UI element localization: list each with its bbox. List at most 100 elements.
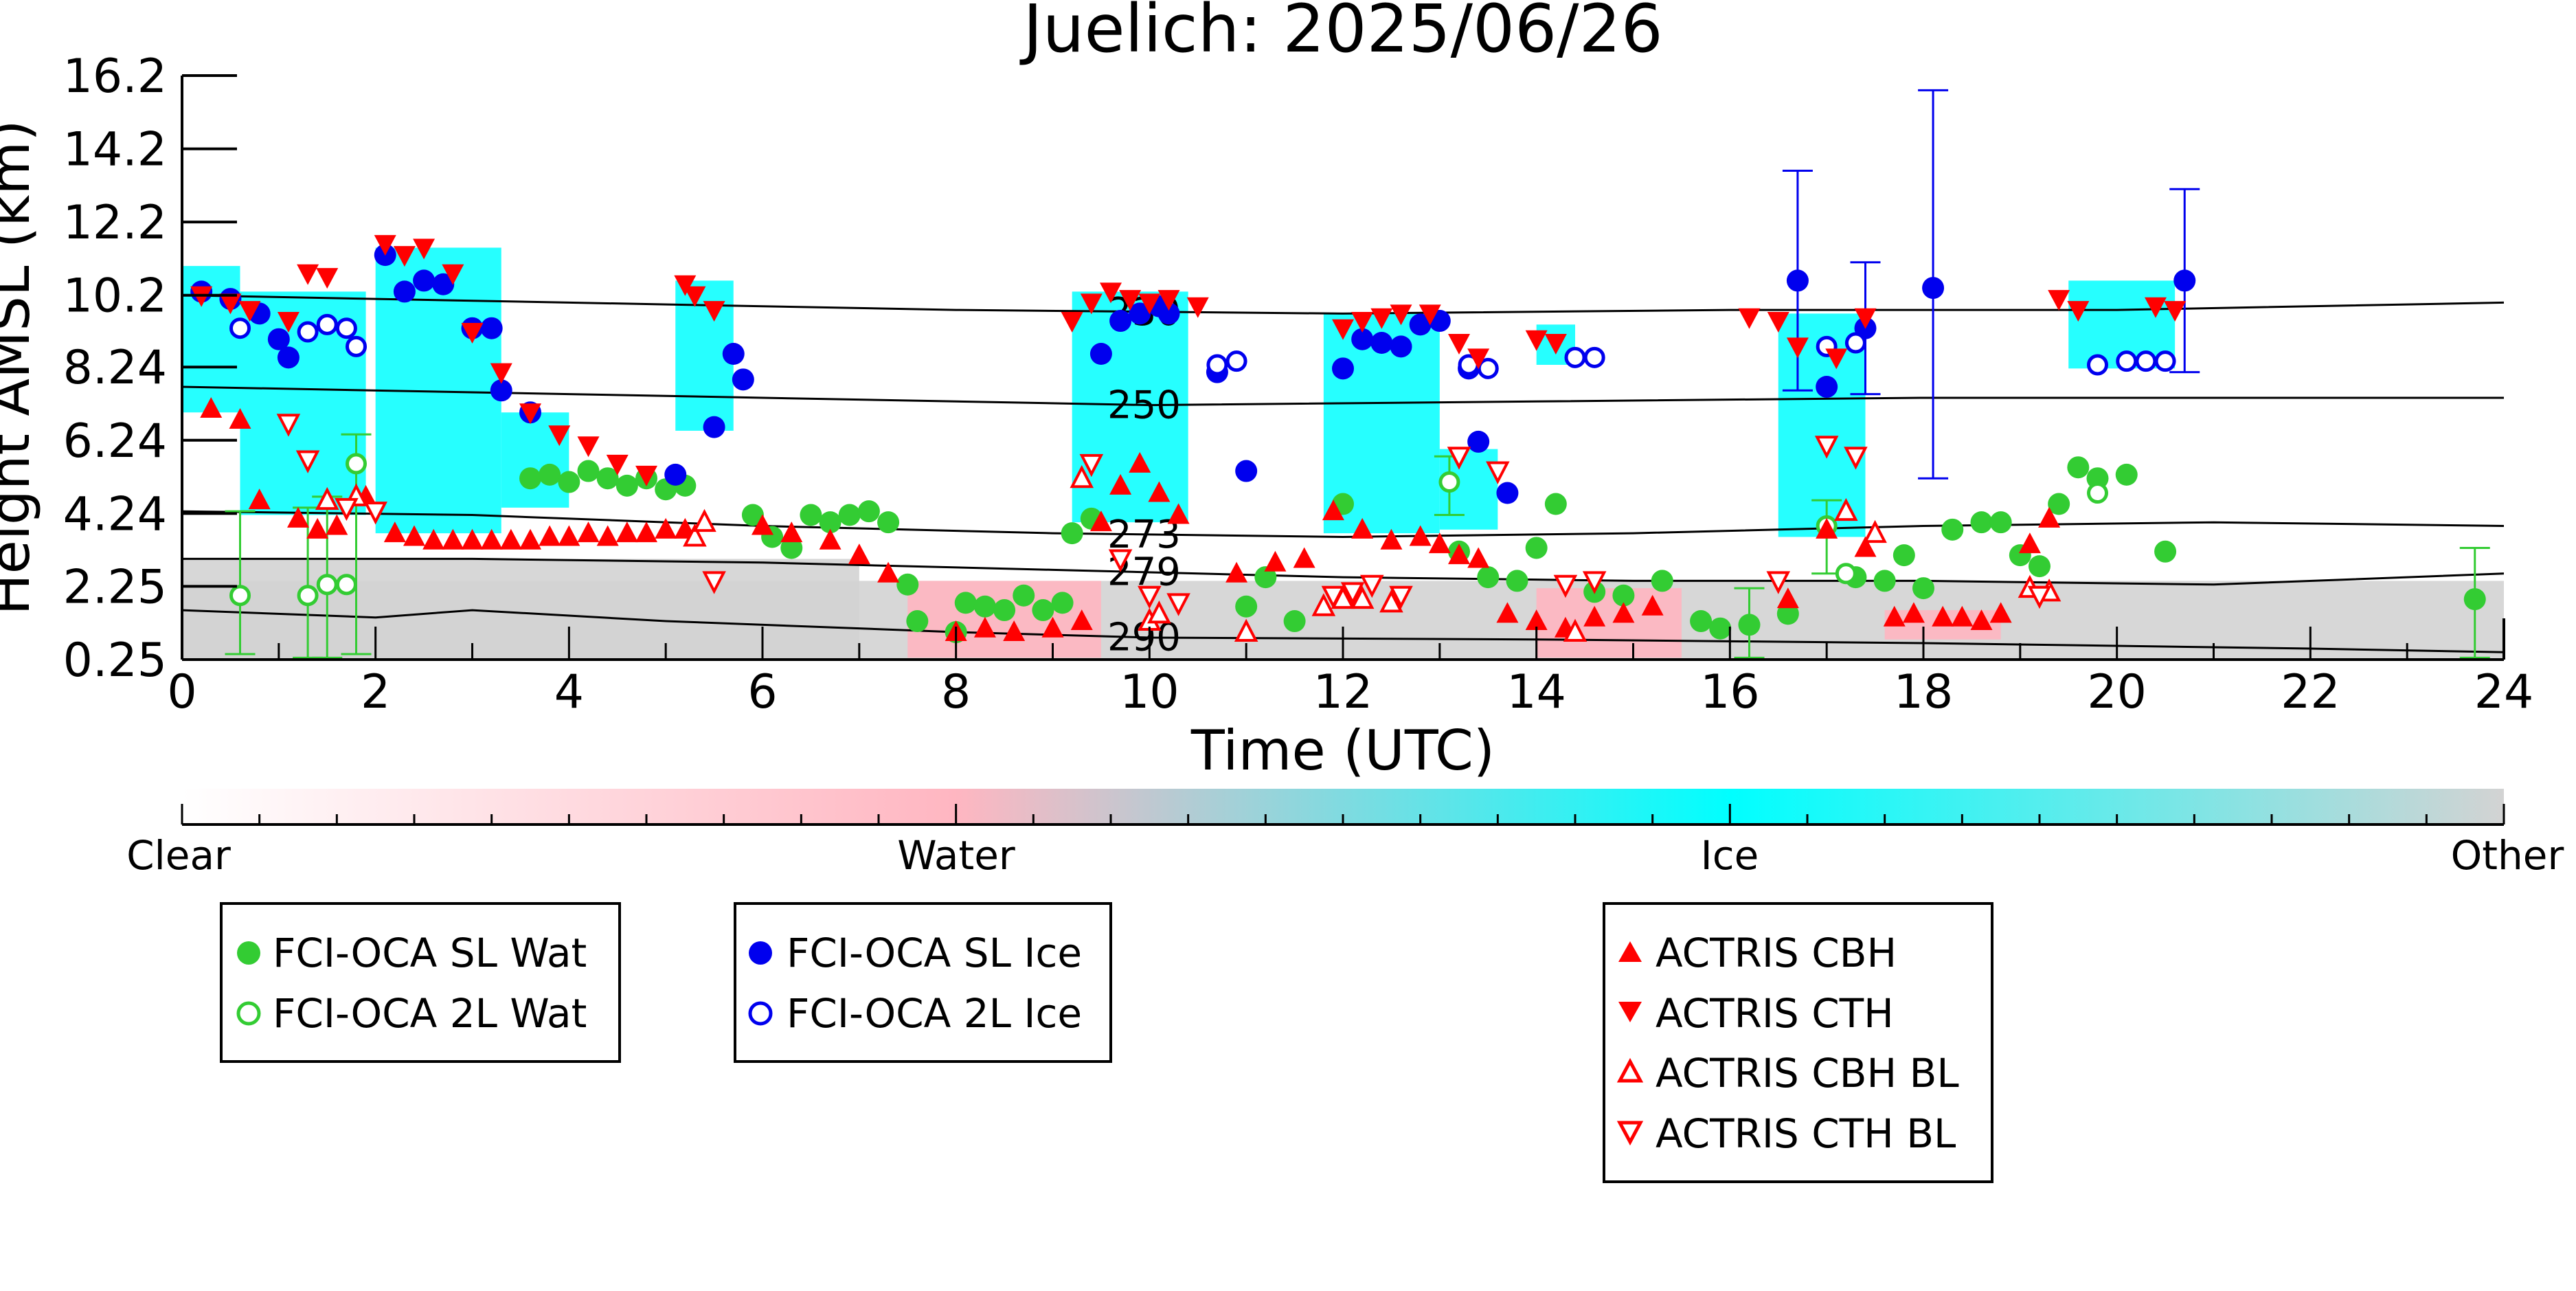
actris-cth-point xyxy=(674,275,697,296)
fci-oca-sl-ice-point xyxy=(480,317,503,339)
actris-cth-point xyxy=(442,264,464,285)
actris-cth-bl-point xyxy=(1340,582,1365,605)
fci-oca-sl-ice-point xyxy=(1129,302,1151,325)
y-tick-label: 16.2 xyxy=(63,49,167,104)
x-tick-label: 22 xyxy=(2281,665,2340,719)
actris-cbh-point xyxy=(480,528,503,550)
legend-marker-sl-ice xyxy=(749,941,772,965)
y-tick-label: 4.24 xyxy=(63,487,167,541)
actris-cth-point xyxy=(1390,304,1412,326)
actris-cth-point xyxy=(316,268,339,289)
actris-cth-point xyxy=(1738,308,1761,329)
actris-cth-point xyxy=(519,403,541,425)
fci-oca-sl-wat-point xyxy=(596,467,619,490)
y-ticks: 0.25 2.25 4.24 6.24 8.24 10.2 12.2 14.2 16.2 xyxy=(63,49,237,688)
fci-oca-sl-wat-point xyxy=(615,474,638,497)
fci-oca-sl-wat-point xyxy=(1254,566,1277,589)
fci-oca-sl-wat-point xyxy=(1612,584,1635,607)
actris-cth-point xyxy=(577,436,600,458)
chart-title: Juelich: 2025/06/26 xyxy=(1019,0,1662,67)
actris-cth-bl-point xyxy=(1582,571,1607,594)
fci-oca-sl-wat-point xyxy=(838,504,861,526)
actris-cbh-point xyxy=(1776,587,1799,609)
actris-cbh-point xyxy=(596,525,619,546)
mask-region-water xyxy=(1536,588,1682,658)
fci-oca-sl-ice-point xyxy=(703,416,725,438)
x-tick-label: 20 xyxy=(2087,665,2147,719)
actris-cbh-point xyxy=(1525,609,1548,631)
legend-marker-cbh-bl xyxy=(1616,1057,1644,1083)
actris-cbh-point xyxy=(248,489,271,510)
actris-cbh-point xyxy=(973,616,996,638)
legend-marker-cbh xyxy=(1618,941,1642,962)
fci-oca-2l-ice-point xyxy=(346,335,367,357)
actris-cbh-point xyxy=(1148,481,1171,502)
legend-label-cth: ACTRIS CTH xyxy=(1656,990,1894,1037)
actris-cth-bl-point xyxy=(1814,436,1839,459)
actris-cth-point xyxy=(1786,337,1809,359)
actris-cbh-point xyxy=(1932,605,1954,627)
fci-oca-sl-wat-point xyxy=(1738,614,1761,636)
actris-cbh-point xyxy=(1883,605,1906,627)
actris-cbh-bl-point xyxy=(1311,593,1336,616)
actris-cbh-bl-point xyxy=(692,508,716,532)
fci-oca-sl-ice-point xyxy=(267,328,290,350)
actris-cbh-point xyxy=(1970,609,1993,631)
fci-oca-sl-ice-point xyxy=(1409,313,1432,336)
actris-cbh-point xyxy=(1428,532,1451,554)
actris-cbh-point xyxy=(1351,517,1374,539)
actris-cth-point xyxy=(1061,312,1083,333)
fci-oca-sl-ice-point xyxy=(1332,357,1354,380)
fci-oca-sl-wat-point xyxy=(741,504,764,526)
colorbar-label-clear: Clear xyxy=(126,832,231,879)
x-tick-label: 14 xyxy=(1506,665,1566,719)
legend-fci-ice: FCI-OCA SL Ice FCI-OCA 2L Ice xyxy=(734,902,1112,1063)
actris-cth-bl-point xyxy=(1844,447,1868,470)
actris-cth-point xyxy=(1119,290,1142,311)
actris-cth-point xyxy=(2145,297,2167,318)
actris-cbh-bl-point xyxy=(1863,519,1887,543)
actris-cbh-point xyxy=(1448,543,1470,565)
actris-cbh-point xyxy=(1467,547,1490,568)
contour-line xyxy=(182,510,2504,539)
actris-cbh-point xyxy=(1109,473,1132,495)
actris-cth-bl-point xyxy=(335,497,359,521)
y-tick-label: 6.24 xyxy=(63,414,167,469)
actris-cbh-point xyxy=(655,517,677,539)
legend-actris: ACTRIS CBH ACTRIS CTH ACTRIS CBH BL ACTR… xyxy=(1603,902,1993,1183)
fci-oca-sl-wat-point xyxy=(1525,537,1548,559)
fci-oca-sl-wat-point xyxy=(1032,599,1054,622)
fci-oca-sl-wat-point xyxy=(1651,570,1673,592)
actris-cbh-point xyxy=(403,525,425,546)
actris-cbh-point xyxy=(1409,525,1432,546)
y-tick-label: 8.24 xyxy=(63,341,167,395)
colorbar: Clear Water Ice Other xyxy=(126,789,2564,879)
actris-cth-bl-point xyxy=(1447,447,1471,470)
fci-oca-sl-ice-point xyxy=(664,463,687,486)
actris-cth-bl-point xyxy=(1486,461,1510,484)
x-tick-label: 16 xyxy=(1700,665,1760,719)
fci-oca-2l-ice-point xyxy=(1844,332,1866,354)
actris-cbh-point xyxy=(635,521,657,543)
y-axis-label: Height AMSL (km) xyxy=(0,120,42,615)
legend-label-2l-ice: FCI-OCA 2L Ice xyxy=(787,990,1082,1037)
actris-cth-bl-point xyxy=(702,571,726,594)
fci-oca-2l-wat-point xyxy=(335,574,357,596)
actris-cbh-point xyxy=(1496,602,1519,623)
data-markers xyxy=(190,235,2486,644)
fci-oca-sl-wat-point xyxy=(539,463,561,486)
legend-label-sl-ice: FCI-OCA SL Ice xyxy=(787,930,1082,976)
actris-cth-bl-point xyxy=(1108,549,1133,572)
fci-oca-sl-wat-point xyxy=(2115,463,2138,486)
actris-cbh-point xyxy=(1089,510,1112,532)
actris-cth-point xyxy=(2164,301,2187,322)
fci-oca-sl-wat-point xyxy=(558,471,580,493)
fci-oca-2l-wat-point xyxy=(316,574,338,596)
actris-cbh-point xyxy=(1902,602,1925,623)
fci-oca-sl-ice-point xyxy=(2173,269,2196,292)
actris-cth-bl-point xyxy=(1138,585,1162,609)
actris-cth-point xyxy=(374,235,396,256)
actris-cbh-point xyxy=(1041,616,1064,638)
actris-cth-bl-point xyxy=(1766,571,1791,594)
colorbar-label-ice: Ice xyxy=(1701,832,1759,879)
